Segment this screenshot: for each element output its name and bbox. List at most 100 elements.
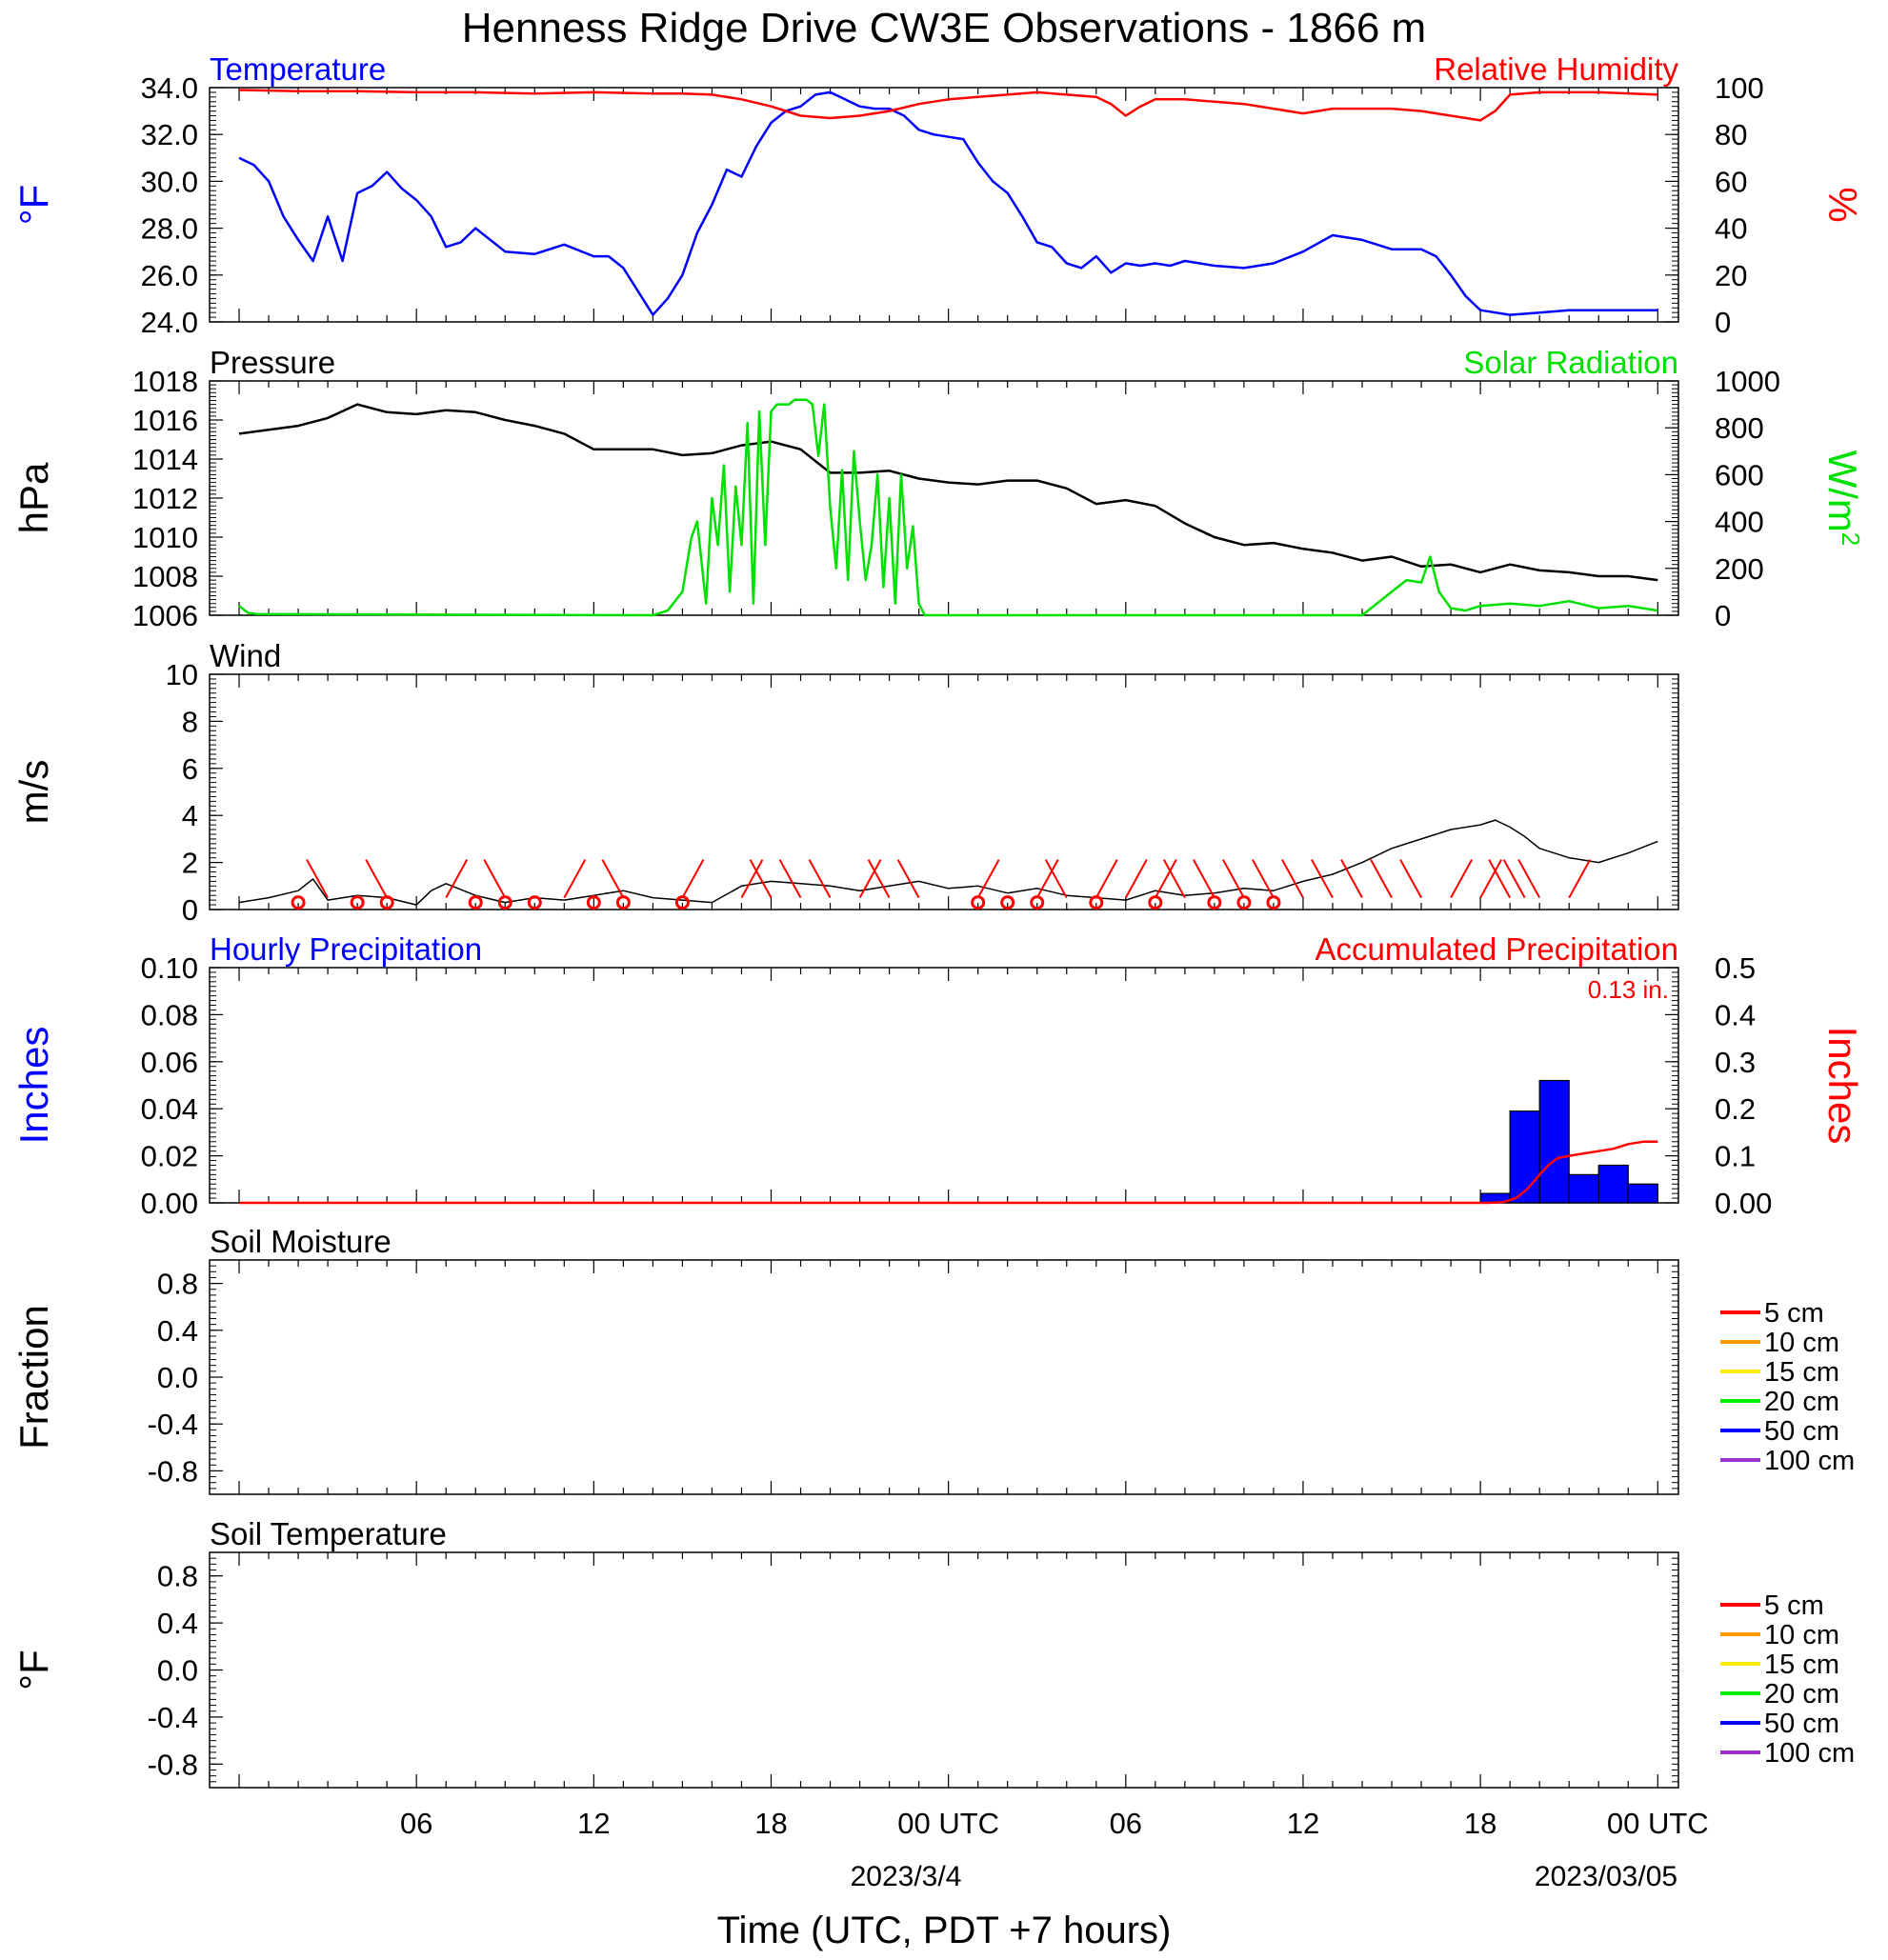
y-tick-label-left: 32.0 — [141, 118, 198, 151]
calm-wind-marker — [379, 895, 394, 910]
legend-label: 15 cm — [1764, 1357, 1839, 1388]
y-tick-label-left: 0.8 — [157, 1560, 198, 1593]
calm-wind-marker — [674, 895, 690, 910]
wind-barb — [867, 859, 891, 899]
y-tick-label-left: 6 — [182, 752, 198, 786]
y-axis-label-left: hPa — [11, 462, 56, 533]
y-tick-label-right: 0.2 — [1715, 1092, 1756, 1126]
wind-barb — [1035, 859, 1059, 899]
y-tick-label-left: 1018 — [132, 365, 198, 398]
wind-barb — [1502, 859, 1526, 899]
wind-barb — [1281, 859, 1304, 899]
y-tick-label-right: 80 — [1715, 118, 1747, 151]
panel-title-left: Hourly Precipitation — [210, 931, 482, 967]
legend-label: 10 cm — [1764, 1328, 1839, 1358]
panel-title-right: Relative Humidity — [1434, 51, 1678, 87]
y-tick-label-right: 1000 — [1715, 365, 1780, 398]
calm-wind-marker — [971, 895, 986, 910]
wind-barb — [858, 859, 882, 899]
y-tick-label-left: 0.04 — [141, 1092, 198, 1126]
wind-barb — [1154, 859, 1177, 899]
calm-wind-marker — [1266, 895, 1281, 910]
y-axis-label-left: °F — [11, 185, 56, 225]
wind-barb — [1488, 859, 1512, 899]
y-tick-label-left: 28.0 — [141, 212, 198, 246]
y-tick-label-right: 20 — [1715, 259, 1747, 292]
time-tick-label: 18 — [754, 1807, 787, 1840]
wind-barb — [1252, 859, 1275, 899]
series-line-1 — [239, 1140, 1658, 1205]
y-tick-label-left: -0.4 — [148, 1408, 198, 1441]
legend-label: 100 cm — [1764, 1446, 1855, 1476]
panel-temperature_humidity: 24.0 26.0 28.0 30.0 32.0 34.0 0 20 40 60 80 100 Temp… — [11, 51, 1865, 339]
legend-label: 15 cm — [1764, 1650, 1839, 1680]
wind-barb — [1044, 859, 1068, 899]
wind-barb — [483, 859, 507, 899]
wind-barb — [365, 859, 389, 899]
y-tick-label-right: 0 — [1715, 306, 1731, 339]
legend-label: 20 cm — [1764, 1387, 1839, 1417]
y-tick-label-left: -0.8 — [148, 1748, 198, 1781]
calm-wind-marker — [468, 895, 483, 910]
wind-barb — [1162, 859, 1186, 899]
y-tick-label-left: 0.10 — [141, 951, 198, 985]
wind-barb — [1568, 859, 1592, 899]
time-tick-label: 12 — [577, 1807, 610, 1840]
y-tick-label-left: 0.0 — [157, 1361, 198, 1394]
y-tick-label-left: 0.8 — [157, 1268, 198, 1301]
y-tick-label-right: 0 — [1715, 599, 1731, 632]
panel-precipitation: 0.00 0.02 0.04 0.06 0.08 0.10 0.00 0.1 0.2 0.3 0.4… — [11, 931, 1865, 1220]
accumulated-total-label: 0.13 in. — [1588, 975, 1669, 1004]
series-line-0 — [238, 819, 1658, 906]
panel-soil_moisture: -0.8 -0.4 0.0 0.4 0.8 Soil Moisture Fraction 5 … — [11, 1224, 1855, 1495]
y-tick-label-left: 30.0 — [141, 165, 198, 198]
y-axis-label-right: Inches — [1820, 1027, 1865, 1145]
y-axis-label-left: °F — [11, 1650, 56, 1690]
precip-bar — [1509, 1110, 1540, 1204]
y-tick-label-left: 10 — [166, 658, 198, 691]
wind-barb — [740, 859, 764, 899]
y-axis-label-left: Fraction — [11, 1305, 56, 1450]
y-tick-label-left: 1016 — [132, 404, 198, 437]
calm-wind-marker — [1000, 895, 1015, 910]
wind-barb — [1095, 859, 1118, 899]
time-tick-label: 00 UTC — [1607, 1807, 1709, 1840]
wind-barb — [681, 859, 705, 899]
calm-wind-marker — [1236, 895, 1252, 910]
y-tick-label-left: 0.02 — [141, 1140, 198, 1173]
legend-label: 10 cm — [1764, 1620, 1839, 1650]
panel-title-left: Pressure — [210, 345, 335, 380]
y-tick-label-left: 0.4 — [157, 1607, 198, 1640]
y-tick-label-left: 1014 — [132, 443, 198, 476]
series-line-0 — [238, 403, 1658, 582]
plot-frame — [209, 1259, 1679, 1495]
panel-title-left: Temperature — [210, 51, 386, 87]
y-tick-label-left: 0.06 — [141, 1046, 198, 1079]
time-tick-label: 18 — [1464, 1807, 1496, 1840]
y-tick-label-right: 600 — [1715, 458, 1764, 491]
series-line-1 — [238, 398, 1658, 617]
y-tick-label-right: 800 — [1715, 411, 1764, 445]
wind-barb — [778, 859, 802, 899]
y-tick-label-left: 26.0 — [141, 259, 198, 292]
wind-barb — [1222, 859, 1245, 899]
y-axis-label-right: % — [1820, 187, 1865, 222]
legend-label: 20 cm — [1764, 1679, 1839, 1710]
legend-label: 5 cm — [1764, 1590, 1824, 1621]
y-tick-label-left: -0.8 — [148, 1454, 198, 1488]
y-axis-label-superscript: 2 — [1837, 532, 1865, 546]
panel-pressure_solar: 1006 1008 1010 1012 1014 1016 1018 0 200 400 600 80… — [11, 345, 1865, 632]
y-tick-label-left: 1008 — [132, 560, 198, 593]
y-tick-label-right: 0.1 — [1715, 1140, 1756, 1173]
panel-title-left: Soil Moisture — [210, 1224, 392, 1259]
calm-wind-marker — [350, 895, 365, 910]
time-tick-label: 06 — [400, 1807, 432, 1840]
panel-wind: 0 2 4 6 8 10 Wind m/s — [11, 638, 1679, 927]
series-line-1 — [238, 89, 1658, 122]
panel-title-right: Solar Radiation — [1463, 345, 1678, 380]
panel-title-left: Wind — [210, 638, 281, 673]
y-tick-label-left: 8 — [182, 705, 198, 738]
calm-wind-marker — [291, 895, 306, 910]
y-tick-label-left: 1012 — [132, 482, 198, 515]
wind-barb — [976, 859, 1000, 899]
